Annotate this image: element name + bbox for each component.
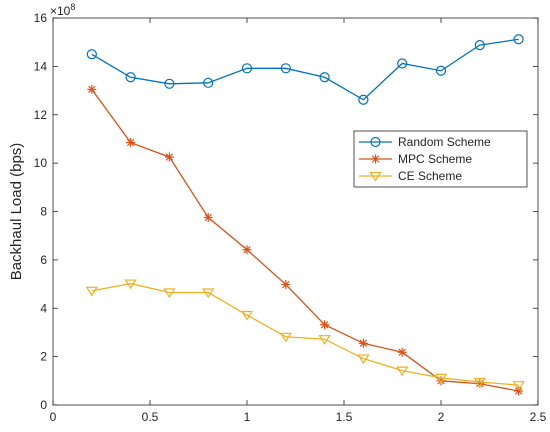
- ticks-layer: 0 0.5 1 1.5 2 2.5 0 2 4 6 8 10 12 14 16: [34, 11, 547, 424]
- y-tick-label: 10: [34, 156, 48, 170]
- data-point: [318, 335, 331, 345]
- data-point: [86, 49, 97, 60]
- data-point: [242, 245, 252, 255]
- data-point: [87, 84, 97, 94]
- data-point: [203, 77, 214, 88]
- legend-label: Random Scheme: [398, 135, 491, 149]
- y-tick-label: 16: [34, 11, 48, 25]
- y-tick-label: 6: [40, 253, 47, 267]
- y-exponent-base: ×10: [50, 4, 71, 18]
- data-point: [396, 366, 409, 377]
- data-point: [434, 373, 448, 384]
- data-point: [358, 338, 368, 348]
- data-point: [320, 320, 330, 330]
- data-point: [279, 332, 292, 343]
- series-line: [91, 88, 519, 392]
- data-point: [513, 34, 524, 45]
- data-point: [357, 354, 370, 365]
- data-point: [203, 213, 213, 223]
- data-point: [512, 381, 525, 391]
- legend-label: CE Scheme: [398, 169, 462, 183]
- data-point: [125, 72, 136, 83]
- legend-entry: CE Scheme: [359, 169, 462, 183]
- y-tick-label: 4: [40, 301, 47, 315]
- data-point: [124, 279, 137, 290]
- series-3: [85, 279, 525, 391]
- legend-marker: [369, 171, 382, 182]
- data-point: [240, 310, 254, 321]
- data-point: [164, 152, 174, 162]
- data-point: [280, 63, 291, 74]
- x-tick-label: 1: [244, 410, 251, 424]
- y-tick-label: 0: [40, 398, 47, 412]
- data-point: [85, 286, 98, 297]
- y-exponent-label: ×108: [50, 2, 75, 18]
- y-axis-label: Backhaul Load (bps): [8, 143, 25, 281]
- data-point: [202, 288, 215, 299]
- legend-marker: [371, 154, 380, 164]
- data-point: [474, 39, 485, 51]
- series-1: [86, 34, 524, 105]
- y-tick-label: 14: [34, 59, 48, 73]
- legend-marker: [370, 136, 381, 148]
- y-tick-label: 12: [34, 108, 48, 122]
- legend-label: MPC Scheme: [398, 152, 472, 166]
- series-layer: [85, 34, 525, 396]
- data-point: [281, 280, 291, 290]
- series-2: [87, 84, 524, 396]
- legend: Random Scheme MPC Scheme CE Scheme: [353, 130, 528, 188]
- y-tick-label: 2: [40, 350, 47, 364]
- legend-entry: MPC Scheme: [359, 152, 472, 166]
- y-tick-label: 8: [40, 205, 47, 219]
- x-tick-label: 2: [438, 410, 445, 424]
- data-point: [514, 386, 524, 396]
- data-point: [163, 288, 176, 299]
- data-point: [319, 72, 330, 83]
- data-point: [164, 78, 175, 89]
- data-point: [473, 377, 486, 388]
- y-exponent-power: 8: [70, 2, 75, 12]
- data-point: [435, 65, 447, 76]
- data-point: [241, 63, 253, 74]
- data-point: [358, 94, 369, 105]
- legend-entry: Random Scheme: [359, 135, 491, 149]
- data-point: [397, 347, 407, 357]
- data-point: [397, 58, 408, 69]
- plot-area: [53, 18, 538, 405]
- data-point: [126, 138, 136, 148]
- x-tick-label: 0: [50, 410, 57, 424]
- x-tick-label: 0.5: [142, 410, 159, 424]
- series-line: [91, 38, 519, 101]
- x-tick-label: 1.5: [336, 410, 353, 424]
- x-tick-label: 2.5: [530, 410, 547, 424]
- series-line: [91, 282, 519, 386]
